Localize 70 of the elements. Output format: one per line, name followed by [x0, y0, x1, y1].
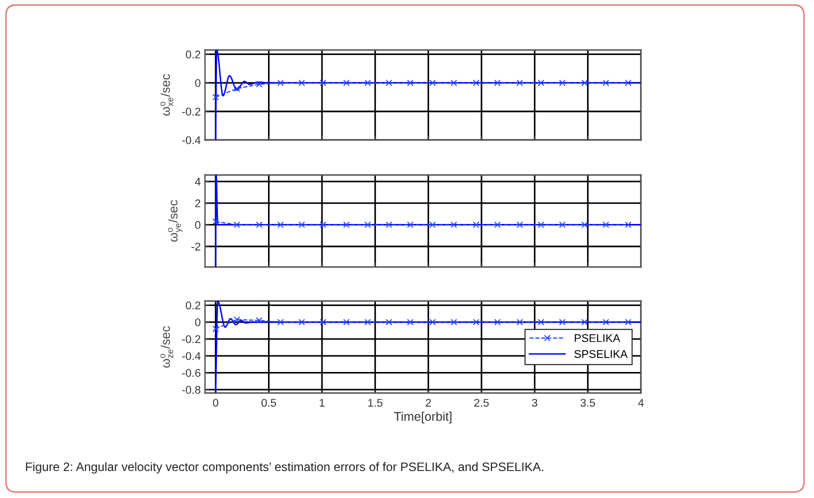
- point: [212, 326, 219, 332]
- point: [364, 318, 371, 326]
- point: [450, 318, 458, 326]
- point: [516, 318, 524, 326]
- point: [234, 316, 240, 323]
- y-tick-label: -2: [191, 242, 200, 250]
- point: [277, 80, 284, 86]
- y-tick-label: 0: [195, 79, 200, 87]
- point: [494, 318, 501, 326]
- point: [364, 80, 371, 86]
- point: [277, 318, 284, 326]
- point: [234, 85, 240, 92]
- x-tick-label: 0: [212, 398, 218, 407]
- x-tick-label: 1.5: [368, 398, 382, 407]
- x-tick-label: 3: [532, 398, 538, 407]
- caption: Figure 2: Angular velocity vector components’ estimation errors of for PSELIKA, and SPSELIKA.: [26, 462, 544, 474]
- point: [298, 318, 306, 326]
- x-tick-label: 0.5: [262, 398, 276, 407]
- y-axis-title: ω$^{o}$$_{ze}$/sec: [160, 326, 174, 368]
- y-tick-label: -0.8: [182, 386, 200, 394]
- point: [212, 94, 219, 100]
- y-tick-label: 0: [195, 221, 200, 229]
- point: [429, 80, 436, 86]
- x-tick-label: 2.5: [474, 398, 489, 407]
- point: [429, 318, 436, 326]
- point: [406, 318, 414, 326]
- y-tick-label: -0.2: [182, 335, 200, 344]
- point: [581, 318, 588, 326]
- y-axis-title: ω$^{o}$$_{ye}$/sec: [168, 200, 183, 242]
- legend-label: SPSELIKA: [574, 350, 628, 358]
- point: [602, 318, 610, 326]
- point: [559, 318, 566, 326]
- y-tick-label: -0.6: [182, 369, 200, 377]
- point: [538, 318, 544, 326]
- point: [256, 81, 262, 88]
- y-tick-label: 4: [194, 178, 201, 186]
- y-tick-label: 2: [195, 199, 200, 208]
- y-tick-label: -0.4: [182, 352, 201, 360]
- point: [559, 80, 566, 86]
- point: [624, 318, 632, 326]
- point: [343, 318, 350, 326]
- y-tick-label: -0.4: [182, 136, 201, 144]
- point: [624, 80, 632, 86]
- x-tick-label: 2: [426, 398, 431, 407]
- point: [516, 80, 524, 86]
- legend-label: PSELIKA: [574, 334, 620, 342]
- point: [386, 80, 392, 86]
- point: [472, 318, 480, 326]
- x-tick-label: 1: [320, 398, 325, 407]
- point: [494, 80, 501, 86]
- point: [386, 318, 392, 326]
- x-tick-label: 3.5: [580, 398, 596, 407]
- point: [472, 80, 480, 86]
- point: [320, 318, 326, 326]
- point: [343, 80, 350, 86]
- point: [450, 80, 458, 86]
- point: [298, 80, 306, 86]
- point: [538, 80, 544, 86]
- y-tick-label: 0.2: [186, 301, 200, 310]
- x-tick-label: 4: [638, 398, 644, 407]
- y-tick-label: 0.2: [186, 50, 200, 58]
- point: [256, 317, 262, 324]
- y-axis-title: ω$^{o}$$_{xe}$/sec: [160, 74, 174, 116]
- point: [581, 80, 588, 86]
- point: [320, 80, 326, 86]
- point: [602, 80, 610, 86]
- y-tick-label: 0: [195, 318, 200, 326]
- y-tick-label: -0.2: [182, 108, 200, 116]
- x-axis-title: Time[orbit]: [394, 412, 452, 424]
- point: [406, 80, 414, 86]
